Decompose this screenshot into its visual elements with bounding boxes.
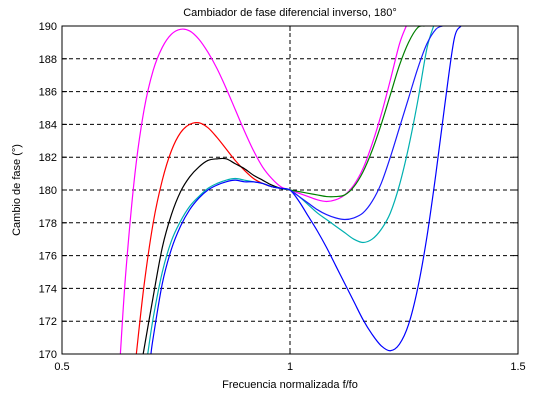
grid (62, 26, 518, 354)
y-tick-label: 180 (39, 185, 57, 197)
y-tick-label: 186 (39, 87, 57, 99)
series-line (150, 26, 462, 354)
y-tick-label: 176 (39, 251, 57, 263)
y-tick-label: 188 (39, 54, 57, 66)
x-tick-label: 1.5 (510, 361, 525, 373)
series-line (289, 26, 444, 221)
series-group (119, 26, 462, 354)
y-tick-label: 178 (39, 218, 57, 230)
y-tick-label: 184 (39, 119, 57, 131)
x-tick-label: 1 (287, 361, 293, 373)
x-tick-label: 0.5 (54, 361, 69, 373)
y-tick-label: 172 (39, 316, 57, 328)
y-tick-label: 174 (39, 283, 57, 295)
x-axis-label: Frecuencia normalizada f/fo (222, 379, 358, 391)
y-axis-label: Cambio de fase (°) (11, 144, 23, 236)
series-line (119, 26, 407, 354)
y-tick-label: 170 (39, 349, 57, 361)
series-line (142, 157, 291, 354)
y-tick-label: 182 (39, 152, 57, 164)
ticks: 170 172 174 176 178 180 182 184 186 188 190 0.5 1 1.5 (39, 21, 526, 373)
chart-title: Cambiador de fase diferencial inverso, 1… (183, 7, 397, 19)
y-tick-label: 190 (39, 21, 57, 33)
series-line (289, 26, 425, 198)
